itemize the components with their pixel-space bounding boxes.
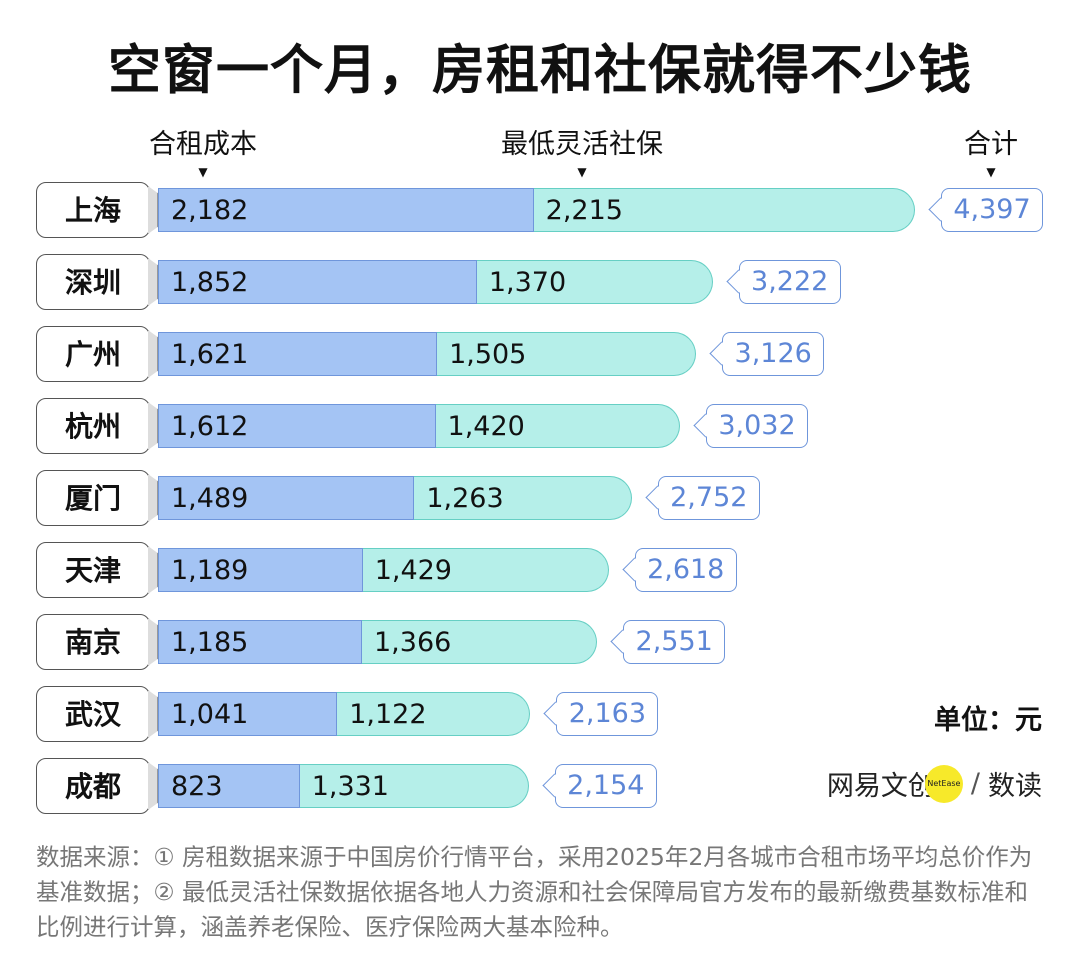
header-total: 合计 ▼	[964, 122, 1018, 179]
rent-value: 1,852	[171, 267, 249, 298]
label-notch	[148, 186, 158, 234]
label-notch	[148, 258, 158, 306]
insurance-value: 1,366	[374, 627, 452, 658]
total-value: 2,618	[647, 554, 725, 585]
bar-insurance: 2,215	[533, 188, 915, 232]
bar-rent: 1,189	[158, 548, 363, 592]
unit-label: 单位：元	[934, 705, 1042, 736]
total-value: 2,752	[670, 482, 748, 513]
total-value: 2,154	[567, 770, 645, 801]
logo: 网易文创 NetEase / 数读	[827, 764, 1042, 803]
bar-rent: 1,621	[158, 332, 438, 376]
city-label: 南京	[36, 614, 150, 670]
logo-badge: NetEase	[924, 764, 963, 803]
insurance-value: 1,420	[447, 411, 525, 442]
bar-row: 天津 1,189 1,429 2,618	[0, 542, 1080, 602]
down-arrow-icon: ▼	[986, 165, 996, 179]
bar-insurance: 1,263	[414, 476, 632, 520]
label-notch	[148, 402, 158, 450]
rent-value: 1,185	[171, 627, 249, 658]
insurance-value: 1,370	[488, 267, 567, 298]
bar-row: 杭州 1,612 1,420 3,032	[0, 398, 1080, 458]
total-callout: 2,551	[623, 620, 726, 664]
total-value: 4,397	[953, 194, 1031, 225]
total-callout: 2,752	[657, 476, 760, 520]
insurance-value: 1,122	[349, 699, 427, 730]
city-label: 成都	[36, 758, 150, 814]
bar-insurance: 1,420	[435, 404, 680, 448]
bar-row: 南京 1,185 1,366 2,551	[0, 614, 1080, 674]
bar-rent: 823	[158, 764, 300, 808]
total-callout: 3,222	[738, 260, 841, 304]
rent-value: 1,489	[171, 483, 249, 514]
logo-name: 网易文创	[826, 771, 935, 802]
header-total-label: 合计	[964, 129, 1018, 160]
total-callout: 2,154	[554, 764, 657, 808]
total-value: 3,126	[734, 338, 812, 369]
total-callout: 2,163	[556, 692, 659, 736]
bar-row: 上海 2,182 2,215 4,397	[0, 182, 1080, 242]
bar-insurance: 1,366	[362, 620, 598, 664]
logo-sub: 数读	[988, 771, 1042, 802]
rent-value: 2,182	[171, 195, 249, 226]
bar-insurance: 1,331	[299, 764, 529, 808]
bar-rent: 1,612	[158, 404, 436, 448]
label-notch	[148, 762, 158, 810]
insurance-value: 1,505	[449, 339, 527, 370]
rent-value: 1,621	[171, 339, 249, 370]
rent-value: 1,612	[171, 411, 249, 442]
city-label: 深圳	[36, 254, 150, 310]
total-callout: 3,126	[722, 332, 825, 376]
total-value: 3,222	[751, 266, 829, 297]
total-value: 2,551	[635, 626, 713, 657]
header-rent: 合租成本 ▼	[149, 122, 257, 179]
city-label: 天津	[36, 542, 150, 598]
source-note: 数据来源：① 房租数据来源于中国房价行情平台，采用2025年2月各城市合租市场平…	[36, 843, 1033, 941]
city-label: 厦门	[36, 470, 150, 526]
insurance-value: 1,263	[426, 483, 504, 514]
total-value: 3,032	[718, 410, 796, 441]
bar-row: 广州 1,621 1,505 3,126	[0, 326, 1080, 386]
label-notch	[148, 474, 158, 522]
total-callout: 4,397	[941, 188, 1043, 232]
total-value: 2,163	[568, 698, 647, 729]
bar-rent: 1,185	[158, 620, 362, 664]
insurance-value: 1,429	[374, 555, 452, 586]
insurance-value: 1,331	[311, 771, 389, 802]
bar-insurance: 1,370	[476, 260, 713, 304]
label-notch	[148, 618, 158, 666]
bar-insurance: 1,429	[362, 548, 609, 592]
label-notch	[148, 546, 158, 594]
city-label: 上海	[36, 182, 150, 238]
city-label: 杭州	[36, 398, 150, 454]
total-callout: 3,032	[705, 404, 808, 448]
rent-value: 823	[171, 771, 223, 802]
logo-separator: /	[970, 768, 980, 799]
bar-rent: 2,182	[158, 188, 534, 232]
rent-value: 1,041	[171, 699, 249, 730]
chart-title: 空窗一个月，房租和社保就得不少钱	[108, 40, 972, 101]
bar-row: 深圳 1,852 1,370 3,222	[0, 254, 1080, 314]
bar-insurance: 1,505	[437, 332, 697, 376]
bar-rent: 1,489	[158, 476, 415, 520]
header-rent-label: 合租成本	[149, 129, 257, 160]
down-arrow-icon: ▼	[577, 165, 587, 179]
city-label: 武汉	[36, 686, 150, 742]
label-notch	[148, 330, 158, 378]
header-insurance: 最低灵活社保 ▼	[501, 122, 663, 179]
insurance-value: 2,215	[545, 195, 623, 226]
bar-row: 厦门 1,489 1,263 2,752	[0, 470, 1080, 530]
bar-row: 成都 823 1,331 2,154	[0, 758, 1080, 818]
bar-insurance: 1,122	[337, 692, 531, 736]
rent-value: 1,189	[171, 555, 249, 586]
header-insurance-label: 最低灵活社保	[501, 129, 663, 160]
city-label: 广州	[36, 326, 150, 382]
total-callout: 2,618	[634, 548, 737, 592]
bar-rent: 1,852	[158, 260, 477, 304]
bar-rent: 1,041	[158, 692, 338, 736]
label-notch	[148, 690, 158, 738]
bar-row: 武汉 1,041 1,122 2,163	[0, 686, 1080, 746]
down-arrow-icon: ▼	[198, 165, 208, 179]
